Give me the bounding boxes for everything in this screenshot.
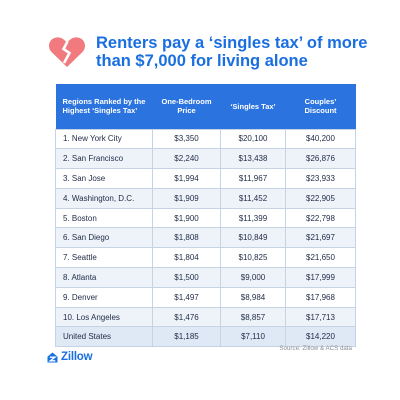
region-cell: 9. Denver [55, 286, 153, 308]
total-row: United States $1,185 $7,110 $14,220 [55, 326, 356, 348]
couples-discount-cell: $22,798 [285, 207, 356, 229]
table-row: 8. Atlanta $1,500 $9,000 $17,999 [55, 267, 356, 288]
one-bedroom-price-cell: $1,185 [152, 326, 221, 348]
table-row: 6. San Diego $1,808 $10,849 $21,697 [55, 227, 356, 249]
region-cell: 7. Seattle [55, 247, 153, 269]
column-header-price: One-Bedroom Price [152, 84, 221, 129]
table-header-row: Regions Ranked by the Highest ‘Singles T… [55, 84, 356, 129]
couples-discount-cell: $23,933 [285, 168, 356, 189]
singles-tax-cell: $20,100 [220, 128, 286, 150]
one-bedroom-price-cell: $1,476 [152, 306, 221, 328]
couples-discount-cell: $40,200 [285, 128, 356, 150]
couples-discount-cell: $17,713 [285, 306, 356, 328]
couples-discount-cell: $26,876 [285, 148, 356, 170]
region-cell: 3. San Jose [55, 168, 153, 189]
table-row: 4. Washington, D.C. $1,909 $11,452 $22,905 [55, 187, 356, 209]
table-row: 3. San Jose $1,994 $11,967 $23,933 [55, 168, 356, 189]
table-row: 7. Seattle $1,804 $10,825 $21,650 [55, 247, 356, 269]
column-header-couples-discount: Couples’ Discount [285, 84, 356, 129]
region-cell: 8. Atlanta [55, 267, 153, 288]
couples-discount-cell: $21,650 [285, 247, 356, 269]
couples-discount-cell: $22,905 [285, 187, 356, 209]
singles-tax-cell: $11,399 [220, 207, 286, 229]
zillow-logo: Zillow [47, 351, 93, 363]
singles-tax-cell: $8,984 [220, 286, 286, 308]
singles-tax-table: Regions Ranked by the Highest ‘Singles T… [55, 84, 356, 348]
zillow-house-icon [47, 352, 58, 362]
singles-tax-cell: $8,857 [220, 306, 286, 328]
one-bedroom-price-cell: $1,497 [152, 286, 221, 308]
singles-tax-cell: $11,967 [220, 168, 286, 189]
couples-discount-cell: $14,220 [285, 326, 356, 348]
region-cell: 1. New York City [55, 128, 153, 150]
singles-tax-cell: $13,438 [220, 148, 286, 170]
singles-tax-cell: $10,825 [220, 247, 286, 269]
region-cell: 2. San Francisco [55, 148, 153, 170]
table-body: 1. New York City $3,350 $20,100 $40,200 2. S… [55, 128, 356, 348]
singles-tax-cell: $9,000 [220, 267, 286, 288]
region-cell: 10. Los Angeles [55, 306, 153, 328]
table-row: 2. San Francisco $2,240 $13,438 $26,876 [55, 148, 356, 170]
region-cell: United States [55, 326, 153, 348]
broken-heart-icon [48, 37, 86, 67]
logo-text: Zillow [61, 351, 93, 363]
chart-title: Renters pay a ‘singles tax’ of more than… [96, 34, 368, 70]
one-bedroom-price-cell: $1,500 [152, 267, 221, 288]
column-header-region: Regions Ranked by the Highest ‘Singles T… [55, 84, 153, 129]
table-row: 5. Boston $1,900 $11,399 $22,798 [55, 207, 356, 229]
one-bedroom-price-cell: $1,808 [152, 227, 221, 249]
one-bedroom-price-cell: $1,804 [152, 247, 221, 269]
couples-discount-cell: $21,697 [285, 227, 356, 249]
region-cell: 6. San Diego [55, 227, 153, 249]
singles-tax-cell: $7,110 [220, 326, 286, 348]
one-bedroom-price-cell: $1,909 [152, 187, 221, 209]
couples-discount-cell: $17,968 [285, 286, 356, 308]
column-header-singles-tax: ‘Singles Tax’ [220, 84, 286, 129]
singles-tax-cell: $10,849 [220, 227, 286, 249]
table-row: 9. Denver $1,497 $8,984 $17,968 [55, 286, 356, 308]
one-bedroom-price-cell: $2,240 [152, 148, 221, 170]
couples-discount-cell: $17,999 [285, 267, 356, 288]
singles-tax-cell: $11,452 [220, 187, 286, 209]
one-bedroom-price-cell: $1,900 [152, 207, 221, 229]
source-note: Source: Zillow & ACS data [279, 345, 352, 352]
header: Renters pay a ‘singles tax’ of more than… [48, 34, 368, 70]
table-row: 1. New York City $3,350 $20,100 $40,200 [55, 128, 356, 150]
region-cell: 4. Washington, D.C. [55, 187, 153, 209]
table-row: 10. Los Angeles $1,476 $8,857 $17,713 [55, 306, 356, 328]
region-cell: 5. Boston [55, 207, 153, 229]
one-bedroom-price-cell: $1,994 [152, 168, 221, 189]
one-bedroom-price-cell: $3,350 [152, 128, 221, 150]
